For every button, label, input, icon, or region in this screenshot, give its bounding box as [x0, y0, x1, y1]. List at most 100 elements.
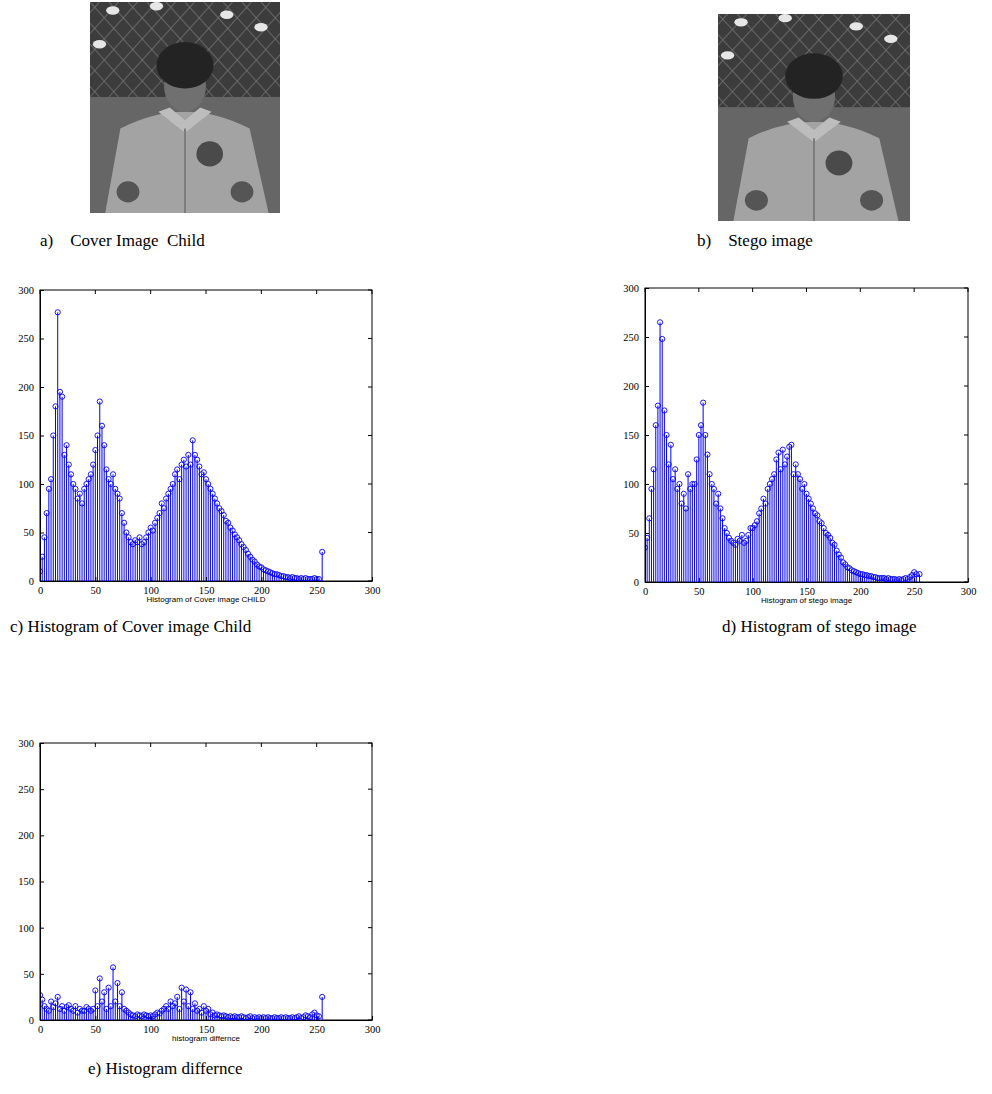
stem	[823, 528, 824, 582]
stem	[236, 537, 237, 581]
stem	[179, 1009, 180, 1020]
photo-lattice-line	[718, 14, 785, 107]
y-tick-label: 300	[18, 738, 34, 749]
stem	[653, 469, 654, 582]
photo-highlight	[93, 40, 106, 48]
y-tick-mark	[40, 436, 44, 437]
stem-marker	[141, 540, 146, 545]
y-tick-mark-right	[368, 835, 372, 836]
stem-marker	[688, 486, 693, 491]
stem	[746, 541, 747, 582]
photo-highlight	[884, 35, 897, 43]
y-tick-label: 100	[18, 923, 34, 934]
x-tick-mark-top	[914, 288, 915, 292]
x-tick: 150	[199, 1016, 215, 1035]
x-tick: 250	[907, 578, 923, 597]
photo-lattice-line	[90, 2, 176, 97]
y-tick: 0	[29, 1015, 44, 1026]
stem-marker	[66, 462, 71, 467]
photo-lattice-line	[261, 2, 280, 97]
photo-hand	[860, 190, 883, 211]
stem	[221, 511, 222, 581]
stem	[756, 521, 757, 582]
stem	[97, 1006, 98, 1020]
x-tick: 100	[745, 578, 761, 597]
stem-marker	[838, 555, 843, 560]
y-tick-mark-right	[368, 387, 372, 388]
stem	[655, 425, 656, 582]
photo-hand	[231, 181, 254, 202]
stem-marker	[64, 443, 69, 448]
y-tick-mark	[40, 339, 44, 340]
stem	[51, 479, 52, 581]
stem-marker	[668, 442, 673, 447]
stem-marker	[172, 1001, 177, 1006]
stem	[716, 504, 717, 582]
y-tick-label: 100	[18, 479, 34, 490]
photo-lattice-line	[90, 2, 157, 97]
stem	[784, 464, 785, 582]
stem-marker	[168, 486, 173, 491]
y-tick-mark	[40, 882, 44, 883]
x-tick: 150	[199, 577, 215, 596]
y-tick-label: 250	[623, 332, 639, 343]
y-tick-mark	[645, 435, 649, 436]
stem-marker	[221, 512, 226, 517]
stem-marker	[808, 501, 813, 506]
photo-lattice-line	[147, 2, 233, 97]
stem	[675, 469, 676, 582]
stem-marker	[84, 481, 89, 486]
stem	[666, 435, 667, 582]
y-tick: 250	[18, 784, 44, 795]
photo-zipper	[184, 129, 186, 213]
x-tick: 150	[799, 578, 815, 597]
x-tick: 300	[365, 577, 381, 596]
stem-marker	[226, 520, 231, 525]
stem-marker	[117, 496, 122, 501]
y-tick-mark-right	[368, 973, 372, 974]
stem-marker	[53, 404, 58, 409]
stem-marker	[694, 457, 699, 462]
chart-caption: e) Histogram differnce	[88, 1059, 243, 1078]
stem	[214, 499, 215, 581]
stem	[210, 489, 211, 581]
x-tick-mark-top	[645, 288, 646, 292]
y-tick-mark	[40, 974, 44, 975]
x-tick: 50	[91, 1016, 102, 1035]
stem	[106, 469, 107, 581]
y-axis: 050100150200250300	[18, 285, 44, 587]
stem	[690, 489, 691, 582]
stem	[804, 484, 805, 582]
stem	[808, 499, 809, 582]
photo-hair	[157, 42, 214, 88]
stem-marker	[320, 994, 325, 999]
stem	[819, 521, 820, 582]
stem-marker	[765, 486, 770, 491]
y-tick-mark	[645, 533, 649, 534]
stem-marker	[177, 477, 182, 482]
stem-marker	[662, 408, 667, 413]
stem-marker	[724, 530, 729, 535]
stem-marker	[137, 535, 142, 540]
photo-lattice-line	[891, 14, 910, 107]
stem	[649, 518, 650, 582]
stem-marker	[97, 399, 102, 404]
stem	[148, 533, 149, 582]
stem-marker	[44, 510, 49, 515]
stem	[217, 503, 218, 581]
x-tick-mark	[317, 1016, 318, 1020]
stem-marker	[124, 530, 129, 535]
x-tick-mark	[206, 577, 207, 581]
x-tick-mark	[261, 577, 262, 581]
photo-hand	[745, 190, 768, 211]
stem-marker	[170, 481, 175, 486]
x-tick-label: 250	[907, 586, 923, 597]
x-tick-mark-top	[150, 743, 151, 747]
y-tick-label: 50	[629, 528, 640, 539]
y-tick: 0	[29, 576, 44, 587]
stem	[113, 967, 114, 1020]
x-tick: 100	[143, 1016, 159, 1035]
stem	[735, 545, 736, 582]
stem-marker	[157, 510, 162, 515]
marks	[40, 310, 325, 581]
